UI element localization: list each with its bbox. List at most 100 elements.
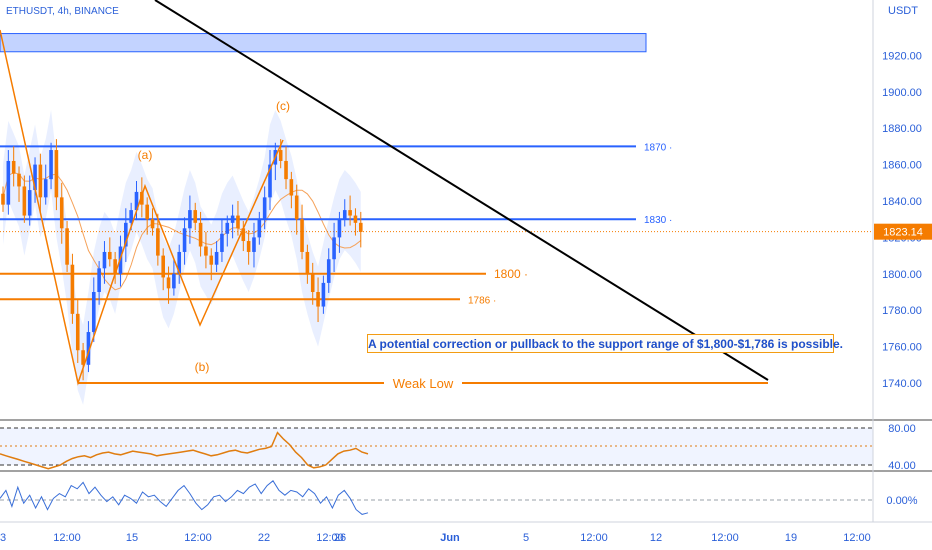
candle <box>91 292 96 333</box>
level-label: 1830 · <box>644 215 672 226</box>
price-tick-label: 1740.00 <box>882 378 922 390</box>
candle <box>86 332 91 365</box>
rsi-tick-label: 80.00 <box>888 423 916 435</box>
candle <box>81 350 85 365</box>
candle <box>252 237 256 252</box>
x-tick-label: 12:00 <box>184 532 212 544</box>
candle <box>225 222 230 234</box>
candle <box>358 222 363 232</box>
candle <box>214 251 219 265</box>
x-tick-label: 12 <box>650 532 662 544</box>
candle <box>11 160 16 174</box>
x-tick-label: 19 <box>785 532 797 544</box>
candle <box>102 251 107 269</box>
candle <box>230 215 235 223</box>
symbol-title: ETHUSDT, 4h, BINANCE <box>6 6 119 17</box>
candle <box>75 313 80 351</box>
candle <box>316 292 320 307</box>
candle <box>134 191 139 211</box>
price-tick-label: 1860.00 <box>882 160 922 172</box>
candle <box>177 251 182 274</box>
price-tick-label: 1780.00 <box>882 305 922 317</box>
candle <box>161 255 165 278</box>
candle <box>326 259 331 283</box>
candle <box>209 255 214 265</box>
candle <box>166 277 171 289</box>
candle <box>43 179 48 198</box>
candle <box>54 150 59 198</box>
candle <box>204 246 208 256</box>
candle <box>353 215 358 223</box>
current-price-label: 1823.14 <box>883 227 923 239</box>
candle <box>65 228 69 265</box>
candle <box>220 233 224 252</box>
x-tick-label: 3 <box>0 532 6 544</box>
level-label: 1800 · <box>494 267 528 281</box>
candle <box>108 251 112 260</box>
candle <box>182 228 187 252</box>
annotation-box: A potential correction or pullback to th… <box>367 334 843 353</box>
rsi-tick-label: 40.00 <box>888 460 916 472</box>
rsi-line <box>0 431 369 470</box>
candle <box>70 264 75 314</box>
candle <box>193 210 198 223</box>
level-label: 1786 · <box>468 295 496 306</box>
weak-low-label: Weak Low <box>393 376 454 391</box>
candle <box>97 268 101 292</box>
candle <box>257 219 262 238</box>
osc-line <box>0 480 369 515</box>
price-tick-label: 1920.00 <box>882 50 922 62</box>
x-tick-label: 5 <box>523 532 529 544</box>
wave-label-c: (c) <box>276 99 290 113</box>
x-tick-label: 12:00 <box>53 532 81 544</box>
candle <box>332 237 336 260</box>
current-price-tag <box>874 223 932 240</box>
candle <box>156 228 160 256</box>
candle <box>236 215 240 229</box>
candle <box>59 197 64 229</box>
candle <box>278 150 283 161</box>
candle <box>198 222 203 247</box>
candle <box>1 193 5 205</box>
candle <box>300 219 304 252</box>
candle <box>289 179 294 196</box>
x-tick-label: 12:00 <box>316 532 344 544</box>
trendline <box>154 0 769 381</box>
candle <box>310 273 315 292</box>
price-tick-label: 1800.00 <box>882 269 922 281</box>
candle <box>6 160 11 205</box>
candle <box>150 219 155 229</box>
candle <box>17 173 21 187</box>
candle <box>49 150 53 180</box>
candle <box>342 210 347 220</box>
candle <box>38 164 43 198</box>
price-tick-label: 1840.00 <box>882 196 922 208</box>
candle <box>140 191 144 205</box>
candle <box>348 210 352 216</box>
wave-label-a: (a) <box>138 148 153 162</box>
candle <box>27 190 32 216</box>
candle <box>262 197 267 220</box>
candle <box>241 228 246 242</box>
price-tick-label: 1880.00 <box>882 123 922 135</box>
resistance-zone <box>0 33 647 53</box>
candle <box>294 195 299 220</box>
candle <box>321 282 326 307</box>
osc-tick-label: 0.00% <box>886 495 917 507</box>
candle <box>33 164 37 191</box>
candle <box>129 210 133 223</box>
moving-average <box>2 171 362 291</box>
x-tick-label: 22 <box>258 532 270 544</box>
wave-path <box>0 29 284 386</box>
level-label: 1870 · <box>644 142 672 153</box>
x-tick-label: 15 <box>126 532 138 544</box>
price-tick-label: 1900.00 <box>882 87 922 99</box>
currency-label: USDT <box>888 5 918 17</box>
candle <box>22 186 27 216</box>
candle <box>188 210 192 229</box>
x-tick-label: 12:00 <box>711 532 739 544</box>
candle <box>337 219 342 238</box>
candle <box>145 204 149 220</box>
x-tick-label: 12:00 <box>580 532 608 544</box>
